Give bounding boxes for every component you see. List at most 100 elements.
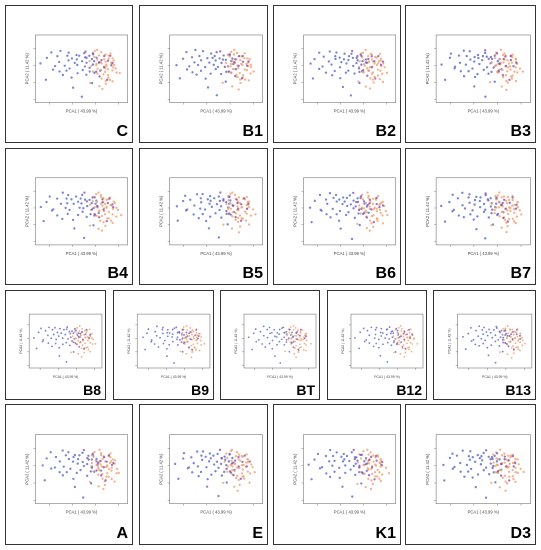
scatter-point [353, 216, 356, 219]
scatter-point [508, 65, 512, 68]
scatter-point [330, 63, 333, 66]
scatter-point [106, 68, 110, 71]
scatter-point [99, 453, 103, 457]
scatter-point [471, 67, 474, 70]
scatter-point [351, 56, 355, 60]
scatter-point [491, 336, 494, 339]
scatter-point [475, 195, 478, 199]
scatter-point [506, 334, 509, 337]
scatter-point [371, 202, 375, 206]
scatter-point [238, 225, 242, 228]
scatter-point [44, 78, 48, 81]
scatter-point [347, 211, 350, 214]
scatter-point [91, 332, 93, 335]
scatter-point [222, 223, 225, 226]
scatter-point [358, 223, 361, 227]
scatter-point [340, 61, 343, 64]
scatter-point [484, 466, 488, 469]
scatter-point [162, 326, 164, 329]
scatter-point [188, 65, 191, 68]
scatter-point [363, 472, 366, 475]
scatter-point [476, 473, 480, 476]
scatter-point [335, 51, 338, 54]
plot-frame [350, 313, 424, 369]
scatter-point [513, 330, 516, 333]
scatter-point [440, 63, 443, 66]
scatter-point [78, 330, 81, 332]
scatter-point [168, 343, 171, 346]
scatter-point [110, 64, 113, 67]
scatter-point [173, 327, 176, 330]
scatter-point [508, 475, 511, 478]
scatter-point [509, 340, 512, 343]
scatter-point [359, 453, 362, 457]
scatter-point [273, 328, 276, 331]
scatter-point [200, 458, 204, 462]
scatter-point [481, 58, 484, 62]
scatter-point [67, 51, 70, 54]
scatter-point [368, 202, 371, 205]
scatter-point [188, 346, 190, 349]
scatter-point [369, 487, 373, 491]
scatter-point [494, 64, 497, 67]
pca-panel-k1: PCA1 ( 43.99 %) PCA2 ( 11.42 %) K1 [273, 404, 401, 545]
scatter-point [359, 53, 362, 56]
scatter-point [236, 201, 239, 205]
scatter-point [245, 62, 248, 65]
scatter-point [85, 346, 88, 349]
scatter-point [514, 66, 517, 69]
scatter-point [516, 205, 520, 209]
scatter-point [99, 463, 102, 466]
scatter-point [241, 468, 244, 471]
scatter-point [71, 330, 73, 333]
scatter-point [89, 81, 92, 85]
scatter-point [455, 454, 459, 457]
scatter-point [275, 336, 278, 338]
scatter-point [154, 330, 157, 333]
scatter-point [86, 336, 89, 338]
scatter-point [370, 55, 373, 58]
x-axis-label: PCA1 ( 43.99 %) [468, 251, 500, 256]
pca-panel-b6: PCA1 ( 43.99 %) PCA2 ( 11.42 %) B6 [273, 148, 401, 285]
scatter-point [406, 342, 408, 345]
scatter-point [233, 61, 236, 64]
scatter-point [497, 338, 500, 341]
scatter-point [475, 228, 478, 231]
scatter-point [376, 68, 380, 71]
scatter-point [295, 356, 297, 359]
plot-frame [35, 434, 128, 504]
scatter-point [235, 474, 239, 478]
x-axis-label: PCA1 ( 43.99 %) [200, 251, 232, 256]
scatter-point [473, 75, 477, 79]
scatter-point [331, 464, 334, 467]
scatter-point [338, 56, 341, 59]
scatter-point [184, 194, 187, 197]
panel-label: B5 [242, 265, 263, 282]
scatter-point [90, 337, 93, 339]
scatter-point [201, 192, 204, 196]
scatter-point [111, 203, 114, 206]
scatter-point [402, 332, 405, 335]
pca-scatter-svg: PCA1 ( 43.99 %)PCA2 ( 11.42 %) [448, 313, 533, 379]
scatter-point [515, 329, 518, 331]
scatter-point [496, 63, 499, 66]
scatter-point [101, 204, 104, 207]
scatter-point [96, 473, 100, 476]
scatter-point [72, 351, 75, 353]
scatter-point [521, 70, 525, 73]
scatter-point [389, 332, 392, 335]
scatter-point [118, 71, 121, 75]
scatter-point [410, 350, 413, 353]
scatter-point [512, 208, 516, 211]
scatter-point [71, 335, 74, 338]
scatter-point [467, 70, 470, 73]
scatter-point [105, 65, 108, 68]
scatter-point [519, 349, 521, 352]
scatter-point [111, 221, 114, 225]
scatter-point [192, 343, 195, 346]
scatter-point [517, 463, 520, 466]
scatter-point [504, 64, 508, 68]
scatter-point [514, 457, 517, 461]
scatter-point [375, 196, 378, 200]
scatter-point [355, 456, 358, 459]
